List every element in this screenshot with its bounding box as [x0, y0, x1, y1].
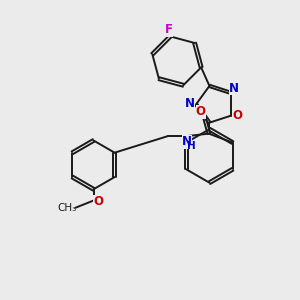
- Text: F: F: [165, 23, 173, 36]
- Text: N: N: [182, 136, 192, 148]
- Text: N: N: [229, 82, 239, 95]
- Text: O: O: [232, 109, 242, 122]
- Text: N: N: [184, 97, 195, 110]
- Text: O: O: [93, 195, 103, 208]
- Text: CH₃: CH₃: [58, 203, 77, 213]
- Text: H: H: [187, 140, 195, 151]
- Text: O: O: [196, 106, 206, 118]
